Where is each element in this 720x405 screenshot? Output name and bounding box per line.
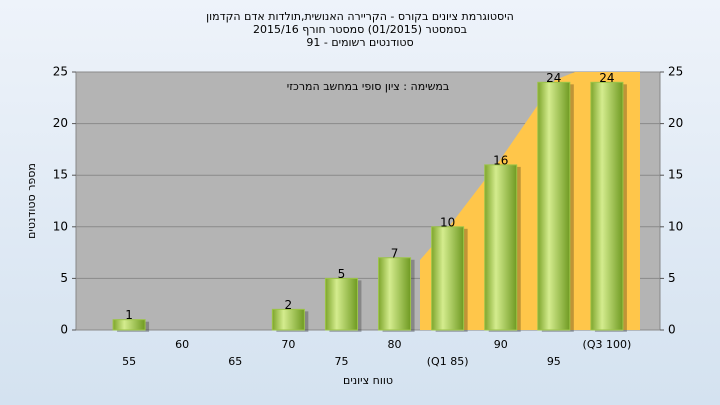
y-tick-label: 25 bbox=[53, 65, 68, 79]
data-label: 5 bbox=[338, 267, 346, 281]
x-tick-label: 55 bbox=[122, 355, 136, 368]
bar bbox=[431, 226, 465, 331]
x-tick-label: (Q1 85) bbox=[427, 355, 469, 368]
bar bbox=[271, 308, 305, 331]
annotation: במשימה : ציון סופי במחשב המרכזי bbox=[287, 80, 450, 93]
bar bbox=[590, 81, 624, 331]
chart-subtitle: בסמסטר (01/2015) סמסטר חורף 2015/16 bbox=[253, 23, 467, 36]
y-tick-label: 5 bbox=[60, 271, 68, 285]
chart-subtitle: סטודנטים רשומים - 91 bbox=[306, 36, 413, 49]
x-tick-label: (Q3 100) bbox=[583, 338, 632, 351]
data-label: 7 bbox=[391, 246, 399, 260]
x-axis-label: טווח ציונים bbox=[343, 374, 393, 387]
chart-title: היסטוגרמת ציונים בקורס - הקריירה האנושית… bbox=[206, 10, 514, 23]
y2-tick-label: 25 bbox=[668, 65, 683, 79]
bar bbox=[112, 319, 146, 331]
x-tick-label: 70 bbox=[281, 338, 295, 351]
bar bbox=[378, 257, 412, 331]
bar bbox=[324, 277, 358, 331]
data-label: 1 bbox=[125, 308, 133, 322]
y-axis-label: מספר סטודנטים bbox=[25, 163, 38, 239]
quartile-area bbox=[420, 72, 640, 330]
data-label: 16 bbox=[493, 153, 508, 167]
data-label: 24 bbox=[546, 71, 561, 85]
x-tick-label: 60 bbox=[175, 338, 189, 351]
x-tick-label: 65 bbox=[228, 355, 242, 368]
y2-tick-label: 5 bbox=[668, 271, 676, 285]
bar bbox=[537, 81, 571, 331]
y-tick-label: 0 bbox=[60, 323, 68, 337]
data-label: 24 bbox=[599, 71, 614, 85]
data-label: 2 bbox=[285, 298, 293, 312]
y2-tick-label: 20 bbox=[668, 116, 683, 130]
data-label: 10 bbox=[440, 215, 455, 229]
x-tick-label: 90 bbox=[494, 338, 508, 351]
x-tick-label: 95 bbox=[547, 355, 561, 368]
y2-tick-label: 10 bbox=[668, 219, 683, 233]
y2-tick-label: 15 bbox=[668, 168, 683, 182]
x-tick-label: 75 bbox=[334, 355, 348, 368]
bar bbox=[484, 164, 518, 331]
y-tick-label: 20 bbox=[53, 116, 68, 130]
y-tick-label: 10 bbox=[53, 219, 68, 233]
y2-tick-label: 0 bbox=[668, 323, 676, 337]
y-tick-label: 15 bbox=[53, 168, 68, 182]
x-tick-label: 80 bbox=[388, 338, 402, 351]
